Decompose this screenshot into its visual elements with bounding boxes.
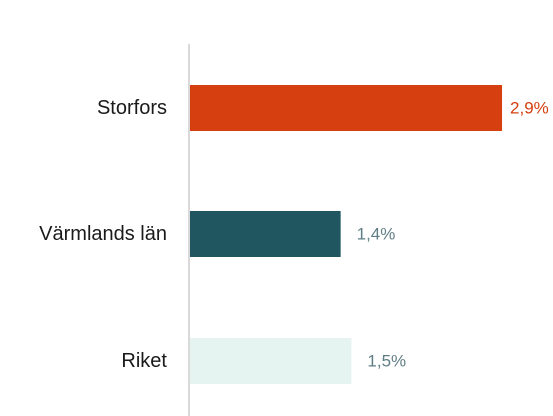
category-label: Riket	[121, 350, 167, 372]
bar	[190, 85, 503, 131]
bar	[190, 211, 341, 257]
data-label: 1,4%	[357, 225, 396, 244]
data-label: 1,5%	[367, 352, 406, 371]
data-label: 2,9%	[510, 99, 549, 118]
bar	[190, 338, 352, 384]
category-label: Storfors	[97, 97, 167, 119]
bars-group: Storfors 2,9% Värmlands län 1,4% Riket 1,5%	[39, 85, 549, 384]
category-label: Värmlands län	[39, 223, 167, 245]
